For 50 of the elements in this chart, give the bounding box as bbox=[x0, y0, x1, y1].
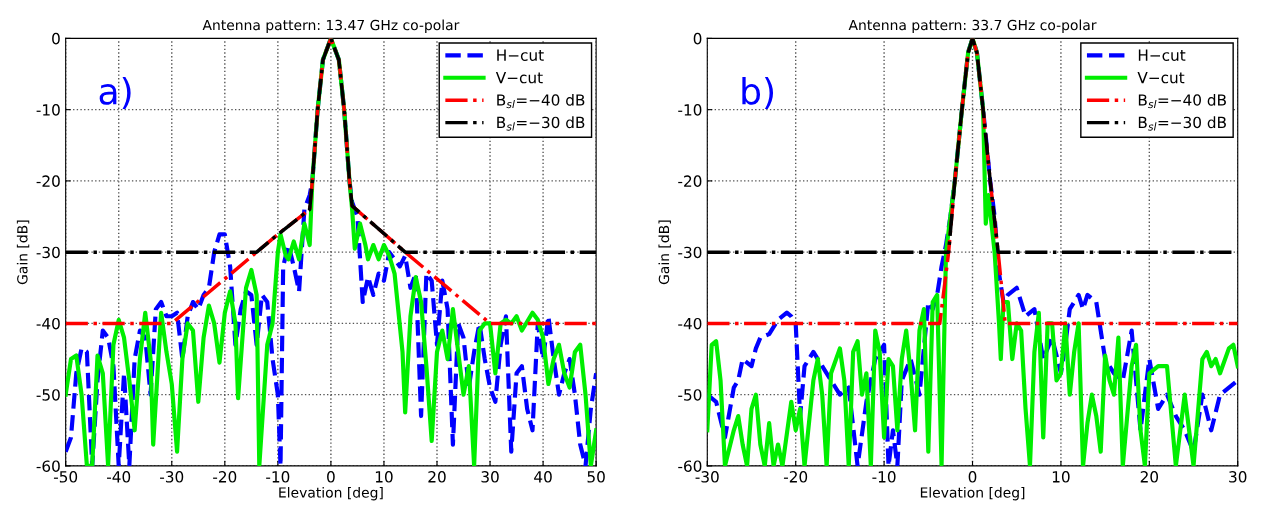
y-tick-label: -30 bbox=[36, 246, 60, 259]
x-axis-title: Elevation [deg] bbox=[279, 486, 383, 501]
y-tick-label: 0 bbox=[693, 32, 702, 45]
y-tick-label: -50 bbox=[36, 389, 60, 401]
y-tick-label: -20 bbox=[36, 175, 60, 187]
x-tick-label: 40 bbox=[534, 471, 552, 483]
chart-title: Antenna pattern: 33.7 GHz co-polar bbox=[848, 19, 1097, 33]
y-axis-title: Gain [dB] bbox=[16, 220, 30, 285]
x-tick-label: -10 bbox=[266, 471, 290, 483]
line-series bbox=[707, 38, 1238, 466]
annotation: a) bbox=[99, 76, 131, 110]
legend-label: B$_{sl}$=−40 dB bbox=[497, 93, 585, 109]
y-tick-label: 0 bbox=[52, 32, 60, 45]
y-tick-label: -40 bbox=[678, 317, 702, 330]
y-tick-label: -20 bbox=[678, 175, 702, 187]
x-tick-label: -20 bbox=[783, 471, 808, 483]
legend-label: H−cut bbox=[497, 49, 544, 61]
legend-label: B$_{sl}$=−40 dB bbox=[1138, 93, 1226, 109]
annotation: b) bbox=[742, 76, 774, 110]
legend-label: B$_{sl}$=−30 dB bbox=[497, 116, 585, 131]
x-tick-label: -50 bbox=[53, 471, 78, 483]
legend-label: V−cut bbox=[495, 71, 543, 84]
y-tick-label: -10 bbox=[36, 104, 60, 116]
y-axis-title: Gain [dB] bbox=[658, 220, 671, 285]
legend-label: H−cut bbox=[1138, 49, 1186, 61]
x-tick-label: -40 bbox=[106, 471, 131, 483]
x-tick-label: 30 bbox=[1229, 471, 1247, 483]
x-tick-label: 30 bbox=[481, 471, 499, 483]
y-tick-label: -60 bbox=[36, 460, 60, 472]
chart-title: Antenna pattern: 13.47 GHz co-polar bbox=[202, 19, 460, 33]
line-series bbox=[65, 38, 597, 466]
y-tick-label: -10 bbox=[678, 104, 702, 116]
x-tick-label: -20 bbox=[213, 471, 237, 483]
x-tick-label: 50 bbox=[587, 471, 605, 483]
x-tick-label: 0 bbox=[968, 471, 977, 483]
legend-label: B$_{sl}$=−30 dB bbox=[1138, 116, 1226, 131]
x-axis-title: Elevation [deg] bbox=[920, 486, 1025, 501]
x-tick-label: 20 bbox=[1140, 471, 1159, 483]
x-tick-label: -30 bbox=[160, 471, 184, 483]
x-tick-label: 0 bbox=[327, 471, 335, 483]
x-tick-label: 10 bbox=[375, 471, 393, 483]
y-tick-label: -40 bbox=[36, 317, 60, 330]
x-tick-label: 20 bbox=[428, 471, 446, 483]
y-tick-label: -60 bbox=[678, 460, 702, 472]
x-tick-label: -30 bbox=[695, 471, 719, 483]
x-tick-label: 10 bbox=[1052, 471, 1070, 483]
legend-label: V−cut bbox=[1137, 71, 1185, 84]
y-tick-label: -50 bbox=[678, 389, 702, 401]
y-tick-label: -30 bbox=[678, 246, 702, 259]
x-tick-label: -10 bbox=[872, 471, 896, 483]
